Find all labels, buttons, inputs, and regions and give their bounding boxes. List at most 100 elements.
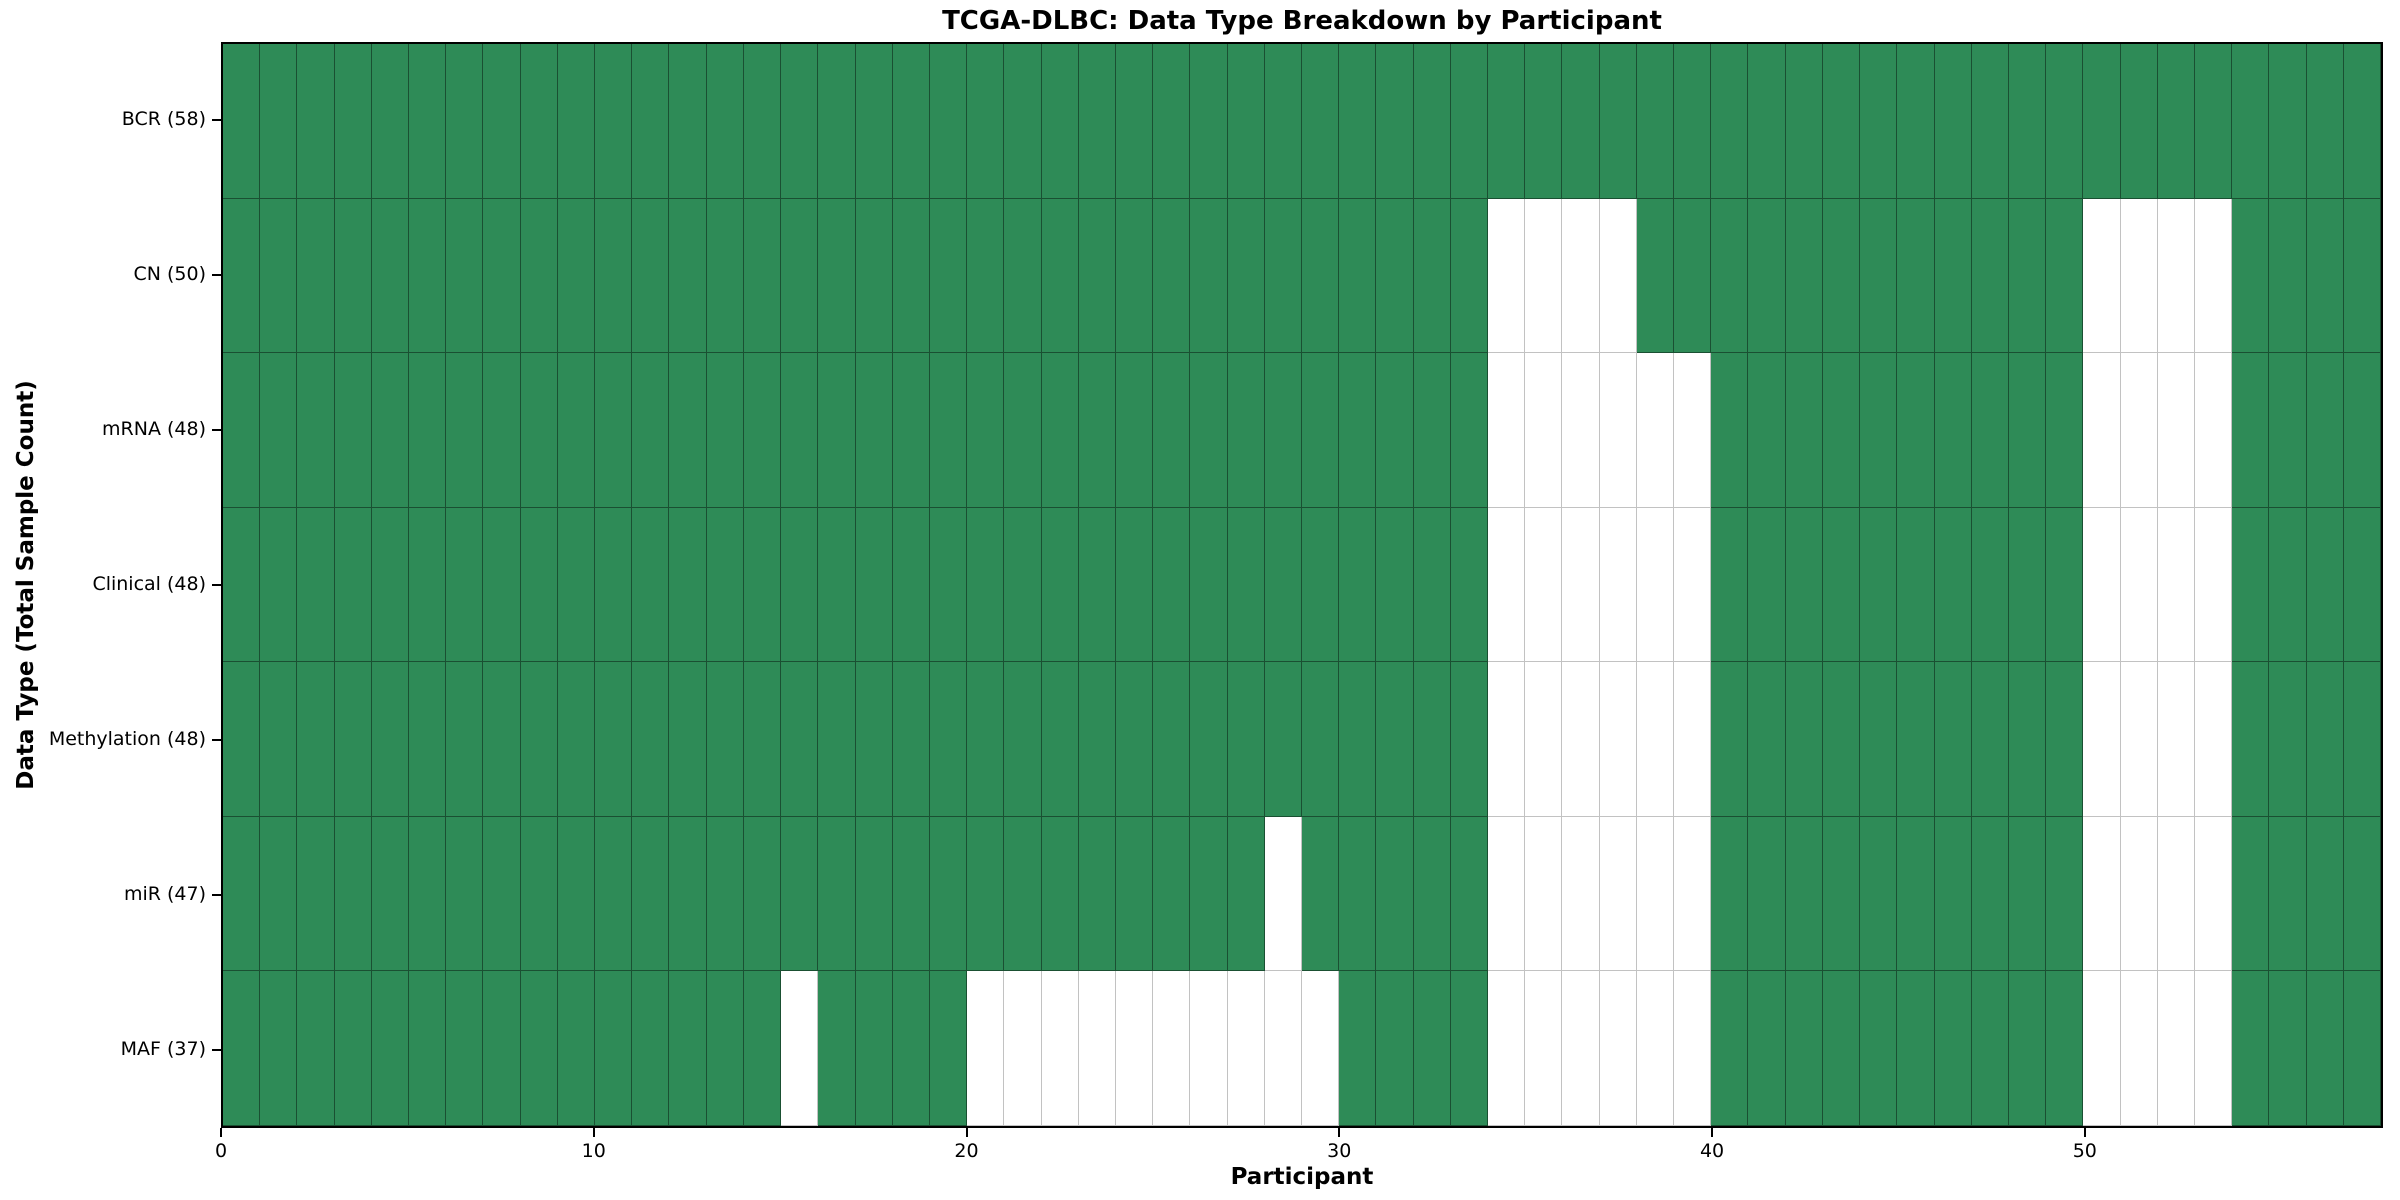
matrix-cell-mRNA-20 <box>967 353 1005 508</box>
matrix-cell-miR-36 <box>1562 816 1600 972</box>
matrix-cell-Methylation-10 <box>595 662 633 817</box>
matrix-cell-MAF-42 <box>1785 971 1823 1126</box>
matrix-cell-CN-32 <box>1413 198 1451 354</box>
matrix-cell-MAF-12 <box>669 971 707 1126</box>
matrix-cell-mRNA-33 <box>1450 353 1489 508</box>
matrix-cell-BCR-16 <box>818 44 856 199</box>
matrix-cell-MAF-20 <box>967 971 1005 1126</box>
matrix-cell-BCR-41 <box>1748 44 1786 199</box>
matrix-cell-BCR-32 <box>1413 44 1451 199</box>
matrix-cell-mRNA-52 <box>2157 353 2195 508</box>
x-tick-label-40: 40 <box>1699 1140 1725 1162</box>
y-tick-label-BCR: BCR (58) <box>121 107 206 130</box>
matrix-cell-Clinical-24 <box>1115 507 1154 663</box>
matrix-cell-Clinical-50 <box>2083 507 2121 663</box>
matrix-cell-BCR-5 <box>409 44 447 199</box>
matrix-cell-BCR-10 <box>595 44 633 199</box>
matrix-cell-mRNA-4 <box>371 353 410 508</box>
matrix-cell-Clinical-36 <box>1562 507 1600 663</box>
matrix-cell-MAF-34 <box>1488 971 1526 1126</box>
matrix-cell-MAF-33 <box>1450 971 1489 1126</box>
matrix-cell-BCR-45 <box>1897 44 1935 199</box>
matrix-cell-mRNA-18 <box>892 353 930 508</box>
x-tick-mark <box>592 1128 595 1137</box>
matrix-cell-Methylation-55 <box>2269 662 2307 817</box>
matrix-cell-BCR-23 <box>1078 44 1116 199</box>
matrix-cell-BCR-57 <box>2343 44 2381 199</box>
matrix-cell-miR-45 <box>1897 816 1935 972</box>
matrix-cell-BCR-46 <box>1934 44 1972 199</box>
matrix-cell-Clinical-25 <box>1153 507 1191 663</box>
matrix-cell-BCR-27 <box>1227 44 1265 199</box>
matrix-cell-miR-7 <box>483 816 521 972</box>
matrix-cell-Clinical-1 <box>260 507 298 663</box>
matrix-cell-MAF-30 <box>1339 971 1377 1126</box>
y-tick-label-Methylation: Methylation (48) <box>48 728 206 751</box>
matrix-cell-CN-21 <box>1004 198 1042 354</box>
matrix-cell-BCR-51 <box>2120 44 2158 199</box>
matrix-cell-CN-11 <box>632 198 670 354</box>
matrix-cell-Clinical-51 <box>2120 507 2158 663</box>
matrix-cell-miR-1 <box>260 816 298 972</box>
matrix-cell-miR-23 <box>1078 816 1116 972</box>
matrix-cell-miR-55 <box>2269 816 2307 972</box>
matrix-cell-CN-10 <box>595 198 633 354</box>
matrix-cell-BCR-29 <box>1302 44 1340 199</box>
matrix-cell-BCR-14 <box>743 44 782 199</box>
matrix-cell-CN-3 <box>334 198 372 354</box>
matrix-cell-Clinical-19 <box>929 507 968 663</box>
matrix-cell-CN-4 <box>371 198 410 354</box>
matrix-cell-MAF-19 <box>929 971 968 1126</box>
matrix-cell-Clinical-9 <box>557 507 596 663</box>
matrix-cell-mRNA-2 <box>297 353 335 508</box>
matrix-cell-Clinical-3 <box>334 507 372 663</box>
matrix-cell-MAF-38 <box>1636 971 1675 1126</box>
heatmap-cell-grid <box>223 44 2381 1126</box>
matrix-cell-Methylation-45 <box>1897 662 1935 817</box>
matrix-cell-MAF-2 <box>297 971 335 1126</box>
matrix-cell-CN-18 <box>892 198 930 354</box>
matrix-cell-MAF-35 <box>1525 971 1563 1126</box>
matrix-cell-CN-57 <box>2343 198 2381 354</box>
x-axis-title: Participant <box>1230 1164 1374 1190</box>
matrix-cell-MAF-46 <box>1934 971 1972 1126</box>
matrix-cell-miR-48 <box>2008 816 2047 972</box>
matrix-cell-miR-26 <box>1190 816 1228 972</box>
chart-title: TCGA-DLBC: Data Type Breakdown by Partic… <box>942 6 1662 36</box>
matrix-cell-MAF-50 <box>2083 971 2121 1126</box>
matrix-cell-miR-53 <box>2194 816 2233 972</box>
matrix-cell-Methylation-29 <box>1302 662 1340 817</box>
matrix-cell-Methylation-57 <box>2343 662 2381 817</box>
matrix-cell-miR-21 <box>1004 816 1042 972</box>
matrix-cell-Clinical-11 <box>632 507 670 663</box>
matrix-cell-Methylation-25 <box>1153 662 1191 817</box>
matrix-cell-MAF-29 <box>1302 971 1340 1126</box>
matrix-cell-BCR-17 <box>855 44 893 199</box>
matrix-cell-Methylation-0 <box>223 662 261 817</box>
matrix-cell-CN-37 <box>1599 198 1637 354</box>
matrix-cell-miR-57 <box>2343 816 2381 972</box>
matrix-cell-BCR-13 <box>706 44 744 199</box>
x-tick-label-30: 30 <box>1327 1140 1352 1162</box>
matrix-cell-MAF-26 <box>1190 971 1228 1126</box>
matrix-cell-MAF-49 <box>2046 971 2084 1126</box>
matrix-cell-CN-7 <box>483 198 521 354</box>
matrix-cell-Clinical-53 <box>2194 507 2233 663</box>
matrix-cell-Clinical-44 <box>1860 507 1898 663</box>
matrix-cell-MAF-11 <box>632 971 670 1126</box>
matrix-cell-miR-52 <box>2157 816 2195 972</box>
matrix-cell-MAF-40 <box>1711 971 1749 1126</box>
matrix-cell-CN-54 <box>2232 198 2270 354</box>
matrix-cell-Clinical-17 <box>855 507 893 663</box>
matrix-cell-Clinical-14 <box>743 507 782 663</box>
matrix-cell-BCR-18 <box>892 44 930 199</box>
matrix-cell-BCR-44 <box>1860 44 1898 199</box>
matrix-cell-Clinical-8 <box>520 507 558 663</box>
matrix-cell-mRNA-9 <box>557 353 596 508</box>
matrix-cell-Clinical-55 <box>2269 507 2307 663</box>
matrix-cell-Clinical-22 <box>1041 507 1079 663</box>
matrix-cell-CN-20 <box>967 198 1005 354</box>
matrix-cell-Methylation-52 <box>2157 662 2195 817</box>
matrix-cell-mRNA-35 <box>1525 353 1563 508</box>
matrix-cell-mRNA-44 <box>1860 353 1898 508</box>
